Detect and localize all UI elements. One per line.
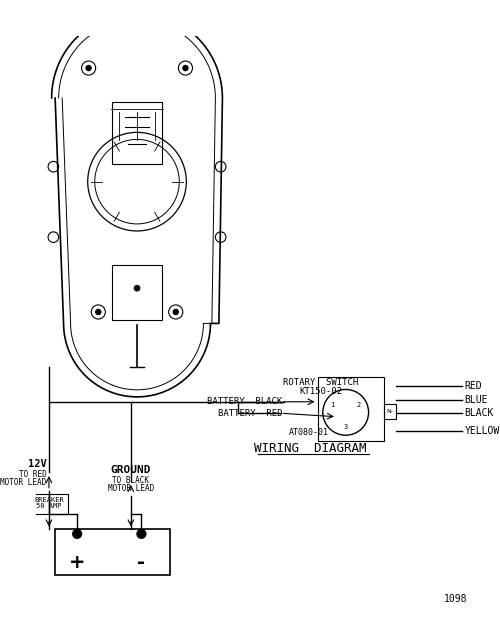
- Bar: [55, 529, 170, 575]
- Circle shape: [183, 65, 188, 71]
- Circle shape: [96, 310, 101, 315]
- Bar: [30, 494, 68, 513]
- Text: 3: 3: [344, 424, 348, 430]
- Text: ROTARY  SWITCH: ROTARY SWITCH: [284, 378, 358, 387]
- Circle shape: [137, 529, 146, 538]
- Text: 50 AMP: 50 AMP: [36, 503, 62, 509]
- Circle shape: [72, 529, 82, 538]
- Circle shape: [173, 310, 178, 315]
- Text: MOTOR LEAD: MOTOR LEAD: [0, 478, 46, 487]
- Text: YELLOW: YELLOW: [464, 426, 500, 436]
- Text: TO RED: TO RED: [18, 470, 46, 479]
- Text: +: +: [69, 553, 86, 572]
- Circle shape: [86, 65, 91, 71]
- Text: BLUE: BLUE: [464, 395, 488, 405]
- Text: MOTOR LEAD: MOTOR LEAD: [108, 484, 154, 493]
- Text: RED: RED: [464, 381, 482, 391]
- Text: 1: 1: [330, 402, 335, 408]
- Text: BLACK: BLACK: [464, 408, 494, 418]
- Text: GROUND: GROUND: [110, 465, 151, 475]
- Text: -: -: [138, 553, 145, 572]
- Text: TO BLACK: TO BLACK: [112, 476, 150, 485]
- Bar: [112, 103, 162, 164]
- Circle shape: [134, 285, 140, 291]
- Text: 12V: 12V: [28, 459, 46, 469]
- Bar: [384, 404, 396, 419]
- Text: 1098: 1098: [444, 594, 467, 604]
- Text: BATTERY  RED: BATTERY RED: [218, 409, 282, 418]
- Text: BATTERY  BLACK: BATTERY BLACK: [207, 397, 282, 406]
- Text: KT150-02: KT150-02: [300, 387, 343, 396]
- Text: 2: 2: [356, 402, 361, 408]
- Bar: [112, 265, 162, 320]
- Text: WIRING  DIAGRAM: WIRING DIAGRAM: [254, 442, 366, 455]
- Text: AT080-01: AT080-01: [288, 428, 329, 437]
- Text: N-: N-: [386, 409, 394, 414]
- Bar: [318, 377, 384, 440]
- Text: BREAKER: BREAKER: [34, 497, 64, 503]
